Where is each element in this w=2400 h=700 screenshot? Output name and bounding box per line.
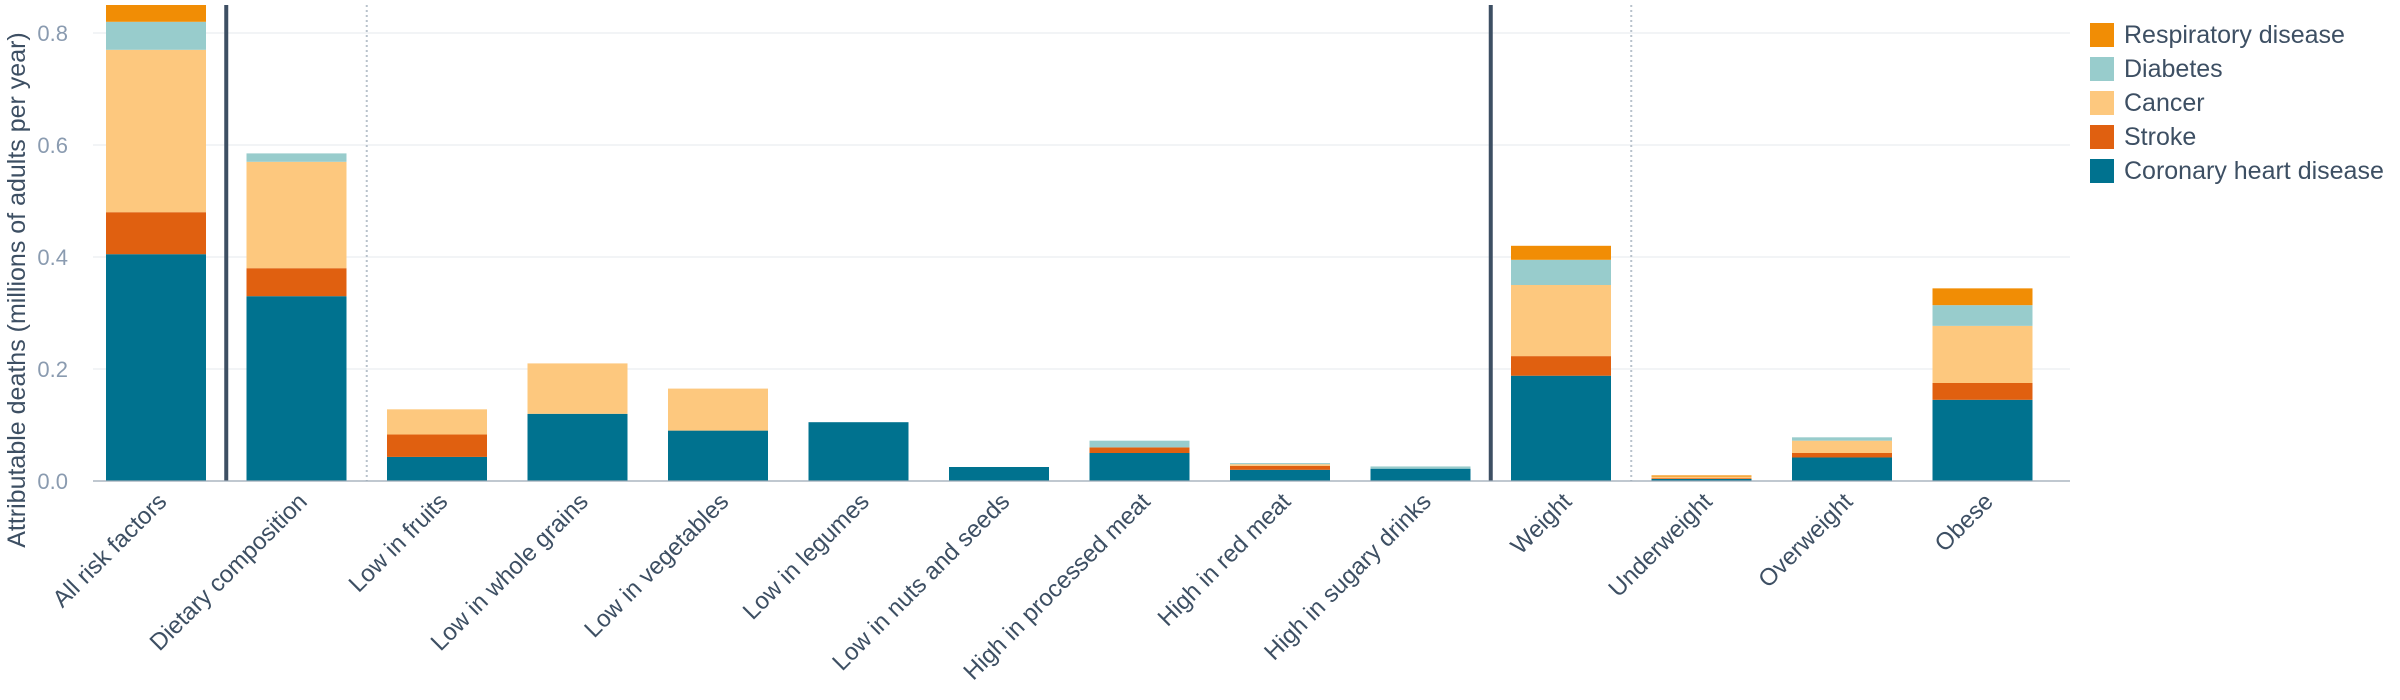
bar-segment <box>246 296 347 481</box>
x-tick-label: Low in whole grains <box>426 488 594 656</box>
legend-label: Cancer <box>2124 89 2205 117</box>
legend-label: Stroke <box>2124 123 2196 151</box>
bar-segment <box>1511 356 1611 376</box>
x-tick-label: Dietary composition <box>145 488 313 656</box>
bar-segment <box>1792 453 1892 458</box>
bar-segment <box>1089 453 1190 481</box>
bar-segment <box>1932 325 2033 383</box>
separator-layer <box>224 5 1633 481</box>
legend-swatch <box>2090 23 2114 47</box>
bar-segment <box>1511 245 1611 260</box>
legend-swatch <box>2090 125 2114 149</box>
bar-segment <box>1932 383 2033 400</box>
bar-segment <box>106 5 206 22</box>
y-tick-label: 0.4 <box>37 245 68 270</box>
bar-segment <box>246 161 347 269</box>
bar-segment <box>527 363 628 414</box>
bar-segment <box>387 456 487 481</box>
bar-segment <box>1230 465 1330 470</box>
legend-swatch <box>2090 91 2114 115</box>
x-tick-label: Low in legumes <box>738 488 875 625</box>
bar-segment <box>1370 468 1471 481</box>
y-tick-label: 0.2 <box>37 357 68 382</box>
bar-segment <box>387 434 487 457</box>
y-tick-label: 0.6 <box>37 133 68 158</box>
bar-segment <box>1511 375 1611 481</box>
x-tick-label: Overweight <box>1753 488 1858 593</box>
bar-segment <box>1792 457 1892 481</box>
bar-segment <box>387 409 487 435</box>
x-tick-label: Obese <box>1930 488 1999 557</box>
bar-segment <box>106 212 206 255</box>
bar-segment <box>1230 464 1330 466</box>
bar-segment <box>1511 259 1611 285</box>
legend-label: Diabetes <box>2124 55 2223 83</box>
bar-segment <box>1230 463 1330 465</box>
x-tick-label: Low in fruits <box>344 488 454 598</box>
y-tick-label: 0.8 <box>37 21 68 46</box>
bar-segment <box>1230 469 1330 481</box>
bars-layer <box>106 5 2033 481</box>
bar-segment <box>246 268 347 297</box>
legend: Respiratory disease Diabetes Cancer Stroke C… <box>2090 21 2384 185</box>
legend-swatch <box>2090 57 2114 81</box>
y-tick-label: 0.0 <box>37 469 68 494</box>
bar-segment <box>1089 440 1190 448</box>
x-tick-label: All risk factors <box>48 488 173 613</box>
x-tick-label: Weight <box>1506 488 1578 560</box>
bar-segment <box>1511 285 1611 357</box>
y-axis-label: Attributable deaths (millions of adults … <box>3 32 31 548</box>
bar-segment <box>1651 475 1752 477</box>
bar-segment <box>1932 305 2033 326</box>
x-tick-label: High in red meat <box>1153 488 1297 632</box>
bar-segment <box>106 254 206 481</box>
bar-segment <box>1651 478 1752 481</box>
bar-segment <box>949 467 1049 481</box>
bar-segment <box>1932 288 2033 306</box>
grid-layer <box>93 32 2070 370</box>
bar-segment <box>527 413 628 481</box>
x-tick-label: Low in vegetables <box>579 488 734 643</box>
bar-segment <box>808 422 909 481</box>
bar-segment <box>246 153 347 162</box>
bar-segment <box>668 430 768 481</box>
bar-segment <box>668 388 768 431</box>
bar-segment <box>1932 399 2033 481</box>
legend-swatch <box>2090 159 2114 183</box>
bar-segment <box>106 21 206 50</box>
legend-label: Coronary heart disease <box>2124 157 2384 185</box>
x-tick-label: Underweight <box>1603 488 1718 603</box>
bar-segment <box>1089 447 1190 453</box>
bar-segment <box>1370 466 1471 469</box>
bar-segment <box>1792 440 1892 453</box>
bar-segment <box>1792 437 1892 441</box>
bar-segment <box>1651 478 1752 479</box>
bar-segment <box>106 49 206 213</box>
bar-segment <box>1651 476 1752 479</box>
legend-label: Respiratory disease <box>2124 21 2345 49</box>
